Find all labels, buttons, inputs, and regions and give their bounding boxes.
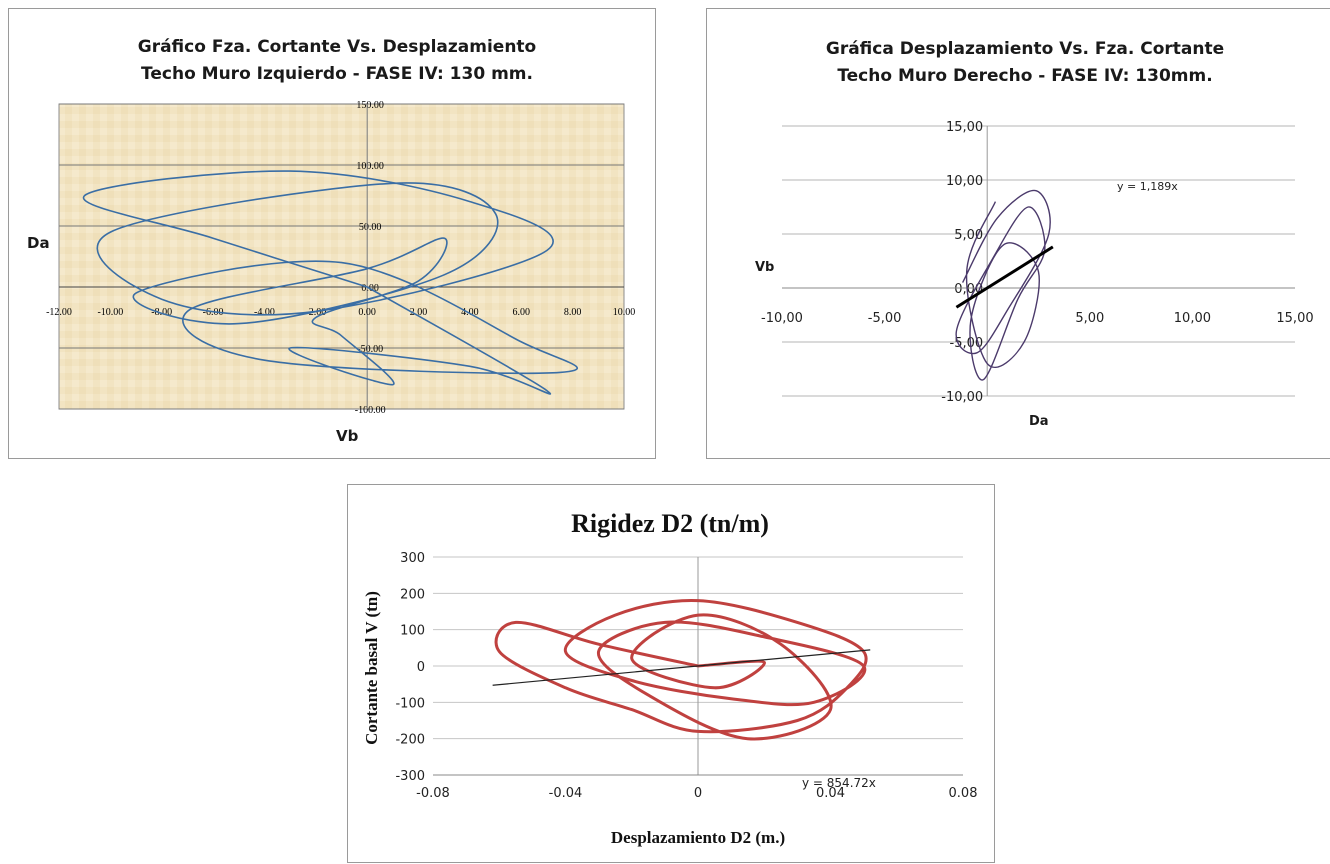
y-axis-label: Cortante basal V (tn) [362, 591, 381, 745]
y-tick-label: -100 [395, 696, 425, 711]
x-tick-label: -5,00 [868, 311, 902, 326]
y-axis-label: Vb [755, 260, 774, 275]
x-axis-label: Desplazamiento D2 (m.) [611, 828, 785, 847]
chart-subtitle: Techo Muro Izquierdo - FASE IV: 130 mm. [141, 64, 533, 84]
chart-panel-right: Gráfica Desplazamiento Vs. Fza. Cortante… [706, 8, 1330, 459]
y-tick-label: 5,00 [954, 228, 983, 243]
y-tick-label: 100 [400, 624, 425, 639]
x-tick-label: -0.08 [416, 786, 450, 801]
chart-right: Gráfica Desplazamiento Vs. Fza. Cortante… [755, 39, 1314, 429]
y-tick-label: -10,00 [941, 390, 983, 405]
trendline-equation: y = 1,189x [1117, 180, 1178, 193]
y-tick-label: -100.00 [355, 405, 386, 416]
x-tick-label: -6.00 [203, 307, 224, 318]
x-tick-label: 0.04 [816, 786, 845, 801]
x-tick-label: -4.00 [254, 307, 275, 318]
y-tick-label: 150.00 [356, 100, 384, 111]
trendline [955, 245, 1054, 309]
y-tick-label: 10,00 [946, 174, 983, 189]
chart-panel-bottom: Rigidez D2 (tn/m) Cortante basal V (tn) … [347, 484, 995, 863]
x-tick-label: 0.00 [358, 307, 376, 318]
x-tick-label: 2.00 [410, 307, 428, 318]
x-tick-label: 4.00 [461, 307, 479, 318]
chart-title: Rigidez D2 (tn/m) [571, 509, 769, 538]
x-tick-label: -8.00 [151, 307, 172, 318]
chart-left: Gráfico Fza. Cortante Vs. Desplazamiento… [27, 37, 636, 445]
x-tick-label: 8.00 [564, 307, 582, 318]
x-tick-label: -12.00 [46, 307, 72, 318]
x-tick-label: 0.08 [949, 786, 978, 801]
chart-subtitle: Techo Muro Derecho - FASE IV: 130mm. [837, 66, 1212, 86]
y-tick-label: -300 [395, 769, 425, 784]
x-tick-label: -10,00 [761, 311, 803, 326]
chart-panel-left: Gráfico Fza. Cortante Vs. Desplazamiento… [8, 8, 656, 459]
x-tick-label: -0.04 [549, 786, 583, 801]
y-tick-label: -200 [395, 733, 425, 748]
x-tick-label: 6.00 [513, 307, 531, 318]
x-tick-label: 0 [694, 786, 702, 801]
chart-title: Gráfico Fza. Cortante Vs. Desplazamiento [138, 37, 536, 57]
y-tick-label: -5,00 [950, 336, 984, 351]
trendline-equation: y = 854.72x [802, 776, 876, 790]
x-axis-label: Vb [336, 427, 359, 445]
x-tick-label: 5,00 [1075, 311, 1104, 326]
series-line [955, 189, 1051, 381]
y-tick-label: 0,00 [954, 282, 983, 297]
x-tick-label: 15,00 [1276, 311, 1313, 326]
x-tick-label: 10.00 [613, 307, 636, 318]
y-tick-label: 0 [417, 660, 425, 675]
y-tick-label: 50.00 [359, 222, 382, 233]
y-tick-label: 100.00 [356, 161, 384, 172]
plot-area [58, 103, 625, 410]
trendline [492, 649, 871, 686]
y-tick-label: 200 [400, 587, 425, 602]
y-tick-label: -50.00 [357, 344, 383, 355]
chart-bottom: Rigidez D2 (tn/m) Cortante basal V (tn) … [362, 509, 978, 847]
x-tick-label: 10,00 [1174, 311, 1211, 326]
y-tick-label: 15,00 [946, 120, 983, 135]
x-axis-label: Da [1029, 414, 1049, 429]
chart-title: Gráfica Desplazamiento Vs. Fza. Cortante [826, 39, 1224, 59]
y-tick-label: 300 [400, 551, 425, 566]
y-axis-label: Da [27, 234, 50, 252]
series-line [494, 598, 868, 741]
x-tick-label: -10.00 [97, 307, 123, 318]
series-line [82, 170, 578, 395]
x-tick-label: -2.00 [305, 307, 326, 318]
